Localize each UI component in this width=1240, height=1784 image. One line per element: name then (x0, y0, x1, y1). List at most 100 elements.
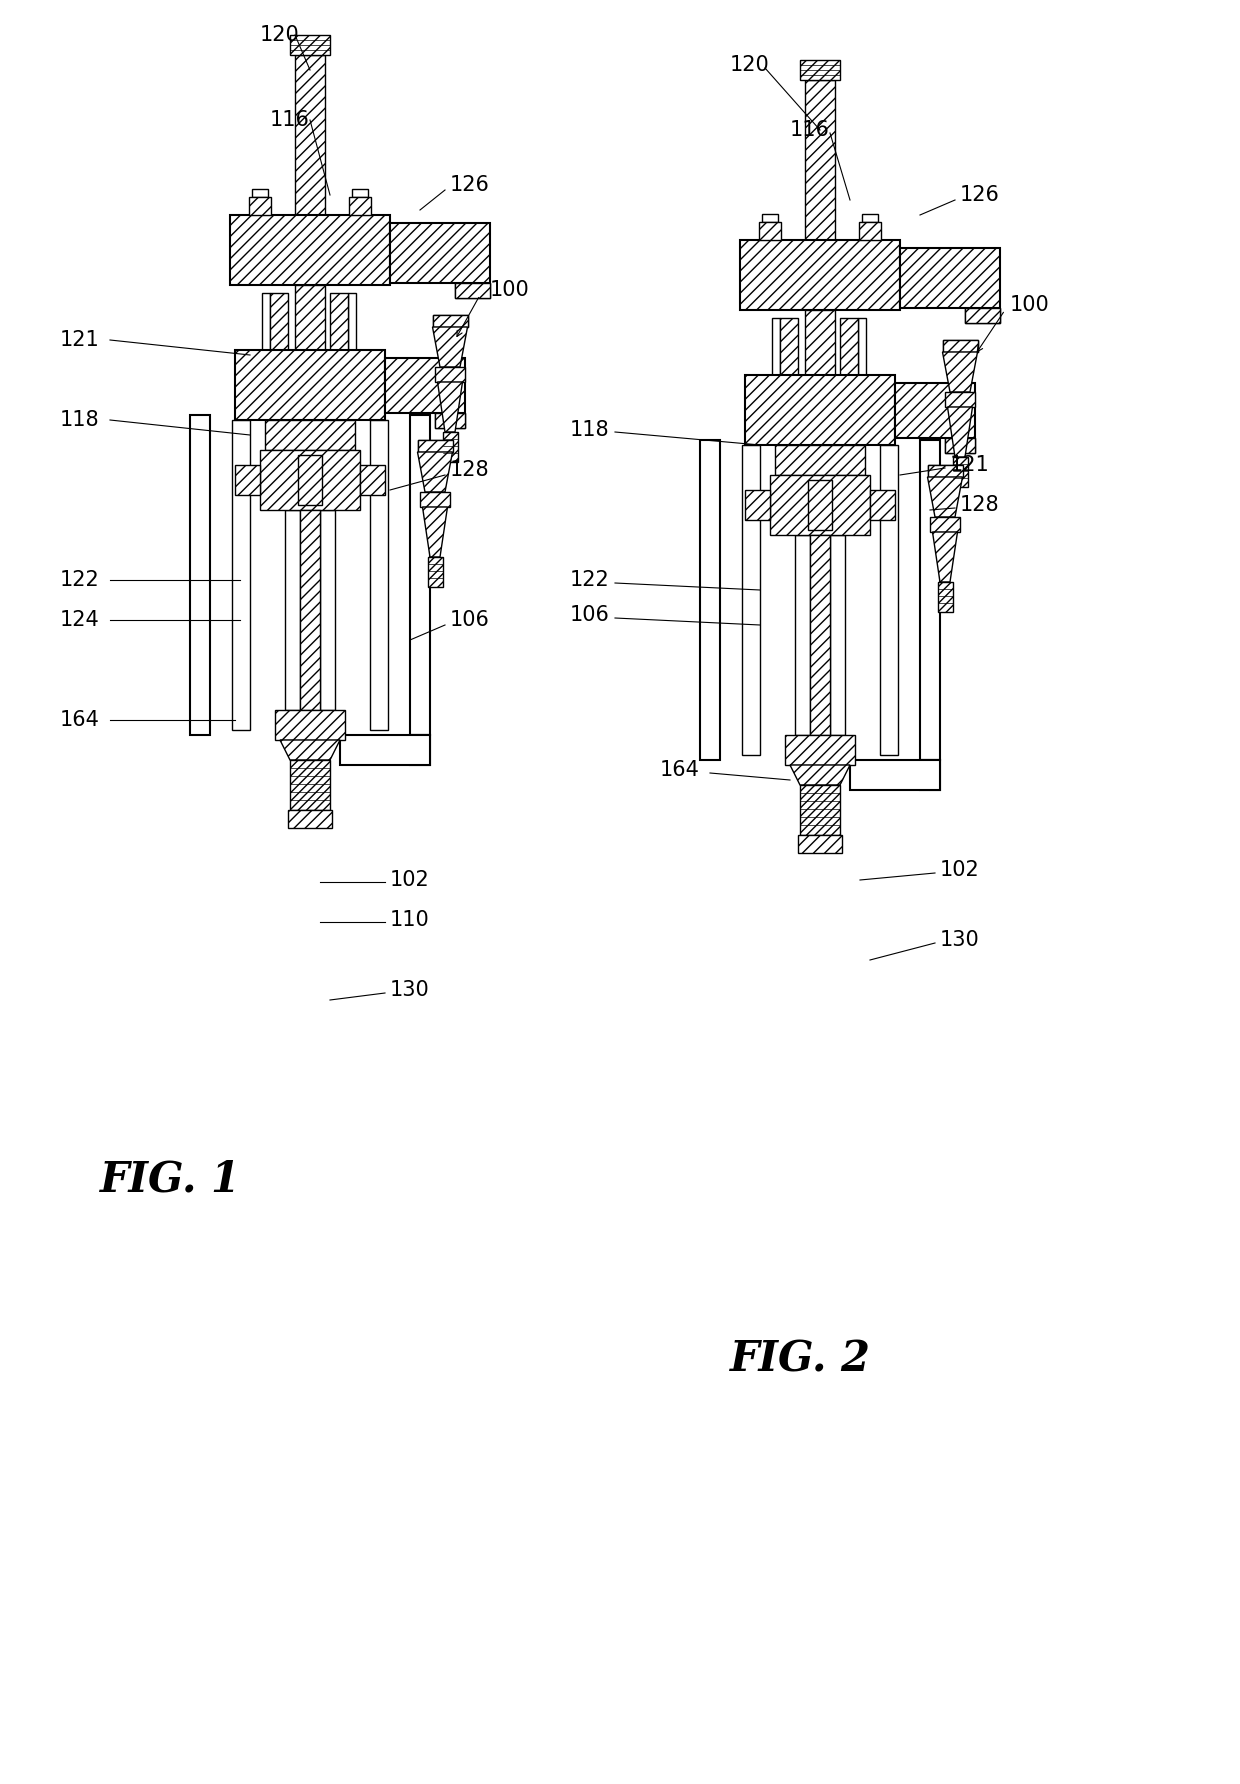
Bar (320, 510, 335, 710)
Bar (830, 535, 844, 735)
Bar (805, 80, 835, 241)
Bar (930, 517, 960, 532)
Bar (348, 196, 371, 216)
Bar (290, 760, 330, 810)
Bar (290, 36, 330, 55)
Text: FIG. 1: FIG. 1 (99, 1160, 241, 1201)
Bar (701, 441, 720, 760)
Bar (420, 492, 450, 507)
Bar (298, 450, 322, 510)
Bar (800, 785, 839, 835)
Polygon shape (942, 351, 977, 392)
Bar (443, 432, 458, 462)
Text: 120: 120 (260, 25, 300, 45)
Bar (775, 444, 866, 475)
Bar (455, 284, 490, 298)
Bar (770, 475, 870, 535)
Bar (759, 221, 781, 241)
Bar (229, 216, 391, 285)
Bar (745, 375, 895, 444)
Polygon shape (928, 476, 962, 517)
Text: 128: 128 (960, 494, 999, 516)
Bar (428, 557, 443, 587)
Text: 100: 100 (1011, 294, 1050, 316)
Bar (895, 384, 975, 439)
Bar (945, 392, 975, 407)
Bar (920, 760, 940, 790)
Bar (942, 341, 977, 351)
Bar (418, 441, 453, 451)
Text: 128: 128 (450, 460, 490, 480)
Bar (455, 284, 490, 298)
Bar (900, 248, 999, 309)
Bar (348, 293, 356, 350)
Text: 118: 118 (570, 419, 610, 441)
Text: 130: 130 (940, 929, 980, 951)
Text: 124: 124 (60, 610, 99, 630)
Bar (928, 466, 962, 476)
Bar (435, 414, 465, 428)
Polygon shape (423, 507, 448, 557)
Bar (260, 450, 360, 510)
Bar (763, 214, 777, 221)
Bar (265, 419, 355, 450)
Bar (270, 293, 288, 350)
Bar (745, 491, 770, 519)
Bar (808, 480, 832, 530)
Bar (785, 735, 856, 765)
Bar (285, 510, 300, 710)
Bar (384, 359, 465, 414)
Text: 121: 121 (950, 455, 990, 475)
Text: 116: 116 (790, 120, 830, 139)
Bar (928, 466, 962, 476)
Bar (300, 510, 320, 710)
Bar (295, 285, 325, 350)
Bar (965, 309, 999, 323)
Bar (773, 318, 780, 375)
Polygon shape (947, 407, 972, 457)
Text: 102: 102 (940, 860, 980, 880)
Bar (920, 441, 940, 760)
Bar (849, 760, 940, 790)
Bar (330, 293, 348, 350)
Bar (795, 535, 810, 735)
Bar (945, 439, 975, 453)
Bar (862, 214, 878, 221)
Bar (945, 439, 975, 453)
Bar (433, 316, 467, 326)
Bar (236, 466, 260, 494)
Bar (859, 221, 880, 241)
Text: 106: 106 (570, 605, 610, 624)
Bar (288, 810, 332, 828)
Polygon shape (433, 326, 467, 368)
Bar (435, 368, 465, 382)
Text: 164: 164 (60, 710, 100, 730)
Bar (232, 419, 250, 730)
Bar (252, 189, 268, 196)
Bar (942, 341, 977, 351)
Text: 126: 126 (450, 175, 490, 194)
Text: 116: 116 (270, 111, 310, 130)
Bar (937, 582, 952, 612)
Bar (298, 455, 322, 505)
Bar (870, 491, 895, 519)
Text: 120: 120 (730, 55, 770, 75)
Polygon shape (790, 765, 849, 785)
Bar (800, 61, 839, 80)
Bar (858, 318, 866, 375)
Bar (249, 196, 272, 216)
Text: 102: 102 (391, 871, 430, 890)
Bar (275, 710, 345, 740)
Bar (799, 835, 842, 853)
Polygon shape (280, 740, 340, 760)
Bar (262, 293, 270, 350)
Bar (435, 414, 465, 428)
Bar (236, 350, 384, 419)
Bar (190, 416, 210, 735)
Bar (433, 316, 467, 326)
Bar (807, 475, 832, 535)
Text: 130: 130 (391, 979, 430, 1001)
Bar (740, 241, 900, 310)
Bar (352, 189, 368, 196)
Bar (360, 466, 384, 494)
